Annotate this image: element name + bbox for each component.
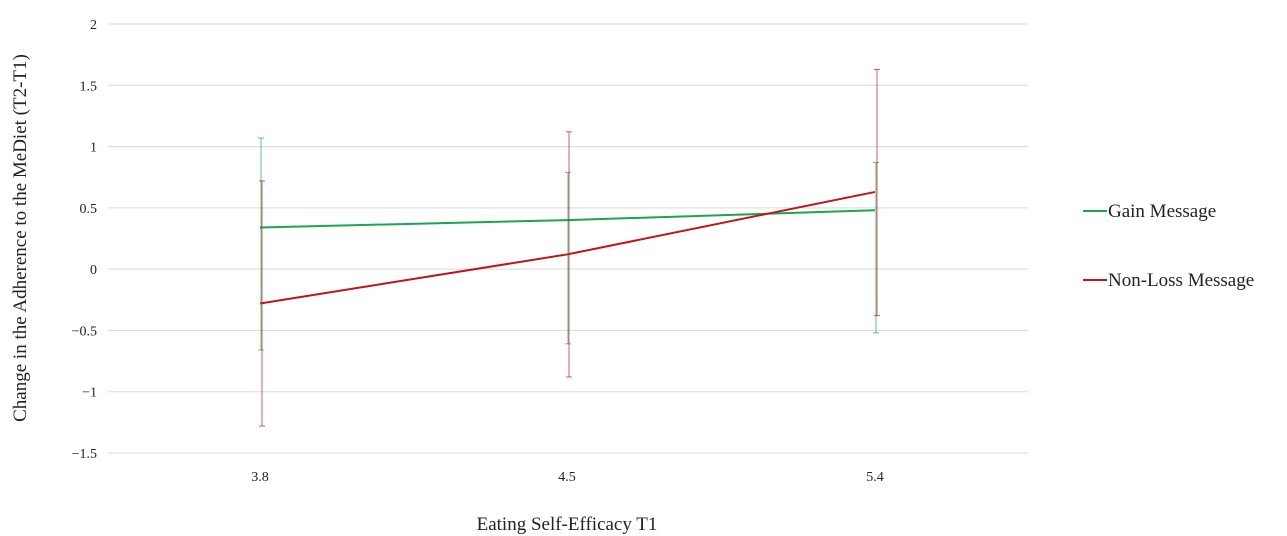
y-tick-label: 2: [90, 18, 97, 33]
legend-label: Gain Message: [1108, 201, 1216, 222]
x-tick-label: 4.5: [558, 470, 576, 485]
x-tick-label: 3.8: [251, 470, 269, 485]
error-bar: [873, 162, 879, 334]
legend-item: Gain Message: [1083, 201, 1216, 222]
error-bar: [566, 131, 572, 378]
x-tick-label: 5.4: [866, 470, 884, 485]
y-tick-label: 1.5: [80, 79, 98, 94]
y-tick-label: 0.5: [80, 202, 98, 217]
error-bar: [258, 137, 264, 351]
error-bar: [874, 68, 880, 317]
y-tick-label: 0: [90, 263, 97, 278]
y-axis-label: Change in the Adherence to the MeDiet (T…: [10, 54, 31, 422]
x-axis-ticks: 3.8 4.5 5.4: [251, 470, 884, 485]
error-bar: [259, 180, 265, 427]
series-line-non-loss: [259, 190, 876, 305]
legend: Gain Message Non-Loss Message: [1083, 201, 1254, 291]
series-layer: [259, 190, 876, 305]
y-axis-ticks: −1.5 −1 −0.5 0 0.5 1 1.5 2: [72, 18, 97, 462]
legend-item: Non-Loss Message: [1083, 270, 1254, 291]
y-tick-label: −0.5: [72, 324, 97, 339]
y-tick-label: 1: [90, 141, 97, 156]
legend-label: Non-Loss Message: [1108, 270, 1254, 291]
x-axis-label: Eating Self-Efficacy T1: [477, 514, 658, 535]
y-tick-label: −1: [82, 386, 97, 401]
series-line-gain: [259, 209, 876, 229]
error-bars: [258, 68, 880, 427]
y-tick-label: −1.5: [72, 447, 97, 462]
error-bar: [565, 171, 571, 345]
